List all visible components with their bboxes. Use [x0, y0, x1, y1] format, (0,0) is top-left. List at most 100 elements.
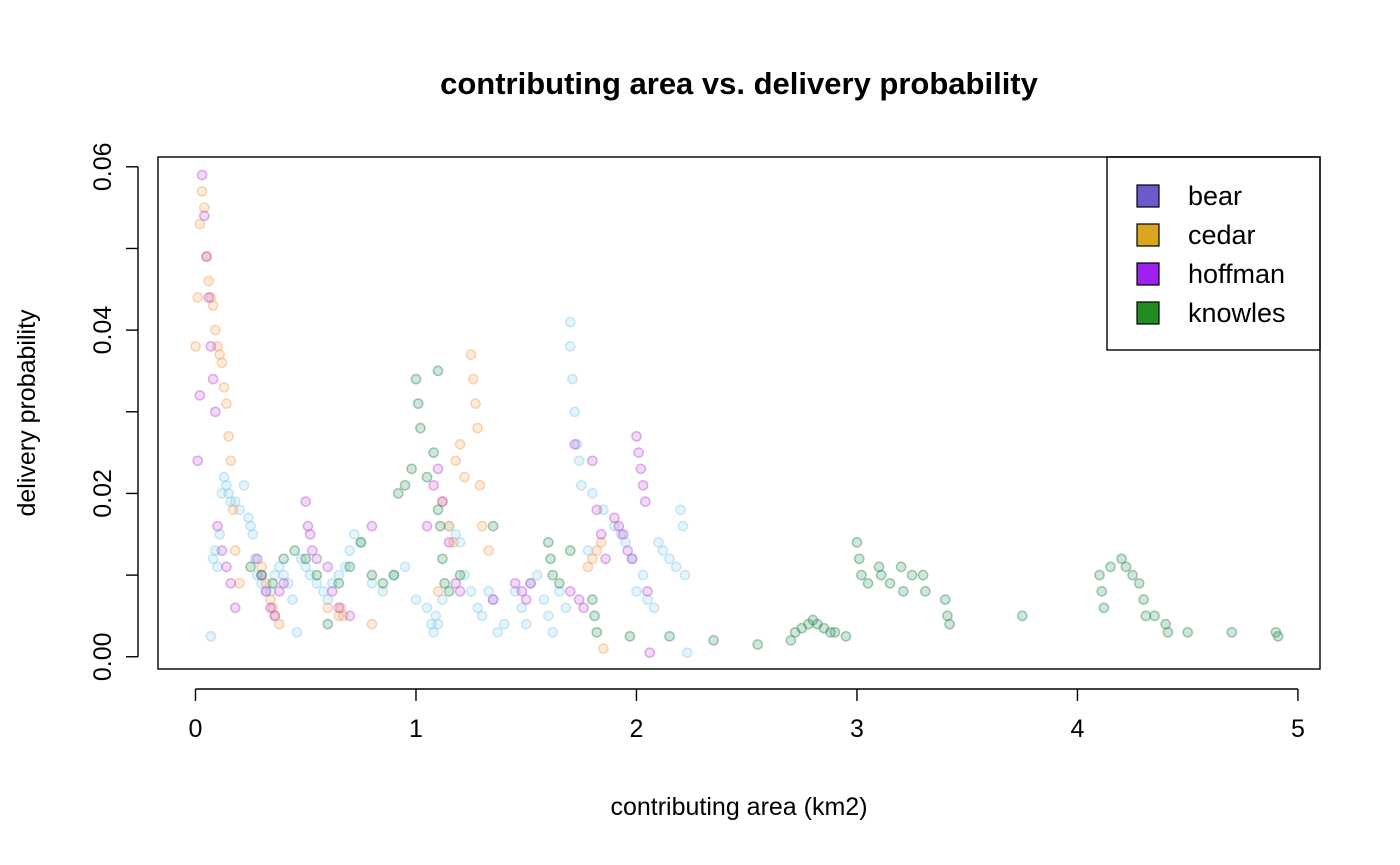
point-bear [229, 496, 241, 507]
point-bear [520, 618, 532, 630]
point-knowles [624, 630, 636, 642]
point-cedar [454, 439, 466, 450]
point-hoffman [333, 602, 345, 614]
point-knowles [807, 614, 819, 626]
point-hoffman [573, 594, 585, 605]
point-cedar [450, 455, 462, 467]
point-cedar [465, 349, 477, 360]
point-cedar [267, 602, 279, 614]
point-cedar [269, 610, 281, 622]
point-bear [344, 545, 356, 556]
point-knowles [432, 504, 444, 516]
point-knowles [278, 553, 290, 565]
point-bear [428, 626, 439, 638]
point-cedar [470, 398, 481, 409]
x-tick-label: 1 [409, 715, 423, 743]
point-hoffman [622, 545, 634, 556]
point-bear [620, 537, 631, 548]
point-bear [465, 586, 477, 597]
point-bear [295, 553, 307, 565]
point-bear [609, 520, 620, 532]
point-knowles [443, 586, 455, 597]
point-hoffman [613, 520, 625, 532]
point-bear [582, 545, 594, 556]
point-hoffman [216, 545, 228, 556]
point-bear [311, 577, 323, 589]
point-hoffman [196, 169, 208, 181]
point-cedar [483, 545, 495, 556]
legend-label-bear: bear [1188, 181, 1242, 211]
point-knowles [587, 594, 598, 605]
point-knowles [818, 622, 830, 634]
x-tick-label: 5 [1291, 715, 1305, 743]
point-hoffman [212, 520, 223, 532]
point-hoffman [600, 553, 611, 565]
point-hoffman [525, 577, 536, 589]
point-bear [564, 316, 576, 328]
point-hoffman [300, 496, 312, 507]
point-hoffman [209, 406, 221, 418]
point-knowles [829, 626, 841, 638]
point-cedar [265, 594, 276, 605]
point-hoffman [516, 586, 528, 597]
point-hoffman [269, 610, 281, 622]
point-knowles [322, 618, 334, 630]
point-hoffman [642, 586, 653, 597]
point-knowles [917, 569, 929, 581]
point-bear [355, 537, 367, 548]
point-bear [560, 602, 572, 614]
point-cedar [203, 275, 215, 287]
point-hoffman [635, 463, 647, 475]
point-hoffman [194, 390, 206, 401]
point-bear [450, 528, 462, 540]
point-bear [366, 577, 378, 589]
point-cedar [229, 545, 241, 556]
point-knowles [825, 626, 836, 638]
point-cedar [196, 185, 208, 197]
point-hoffman [302, 520, 314, 532]
y-axis-label: delivery probability [13, 309, 41, 517]
point-bear [265, 586, 276, 597]
point-knowles [906, 569, 918, 581]
point-bear [575, 479, 587, 491]
point-hoffman [207, 373, 219, 385]
y-tick-label: 0.04 [89, 306, 117, 355]
point-bear [437, 594, 448, 605]
point-knowles [919, 586, 931, 597]
point-hoffman [225, 577, 237, 589]
points-layer [190, 169, 1284, 659]
point-bear [553, 586, 565, 597]
series-bear [205, 316, 693, 659]
point-knowles [545, 553, 556, 565]
point-cedar [337, 610, 349, 622]
point-bear [214, 528, 226, 540]
point-cedar [190, 341, 201, 352]
point-knowles [1140, 610, 1152, 622]
point-knowles [1226, 626, 1238, 638]
point-bear [256, 577, 267, 589]
point-knowles [437, 553, 448, 565]
point-cedar [587, 553, 598, 565]
point-knowles [803, 618, 814, 630]
point-cedar [216, 357, 228, 369]
point-hoffman [198, 210, 210, 222]
point-cedar [234, 577, 245, 589]
point-bear [573, 455, 585, 467]
point-bear [260, 586, 272, 597]
point-knowles [410, 373, 422, 385]
point-cedar [472, 422, 484, 434]
point-bear [205, 630, 217, 642]
point-cedar [459, 471, 470, 483]
point-cedar [476, 520, 488, 532]
point-knowles [895, 561, 907, 573]
y-axis: 0.00 0.02 0.04 0.06 [89, 142, 139, 681]
legend-label-cedar: cedar [1188, 220, 1256, 250]
point-knowles [355, 537, 367, 548]
point-knowles [333, 577, 345, 589]
point-knowles [434, 520, 446, 532]
point-bear [664, 553, 675, 565]
point-bear [212, 561, 223, 573]
point-hoffman [487, 594, 499, 605]
point-bear [209, 545, 221, 556]
point-bear [509, 586, 521, 597]
